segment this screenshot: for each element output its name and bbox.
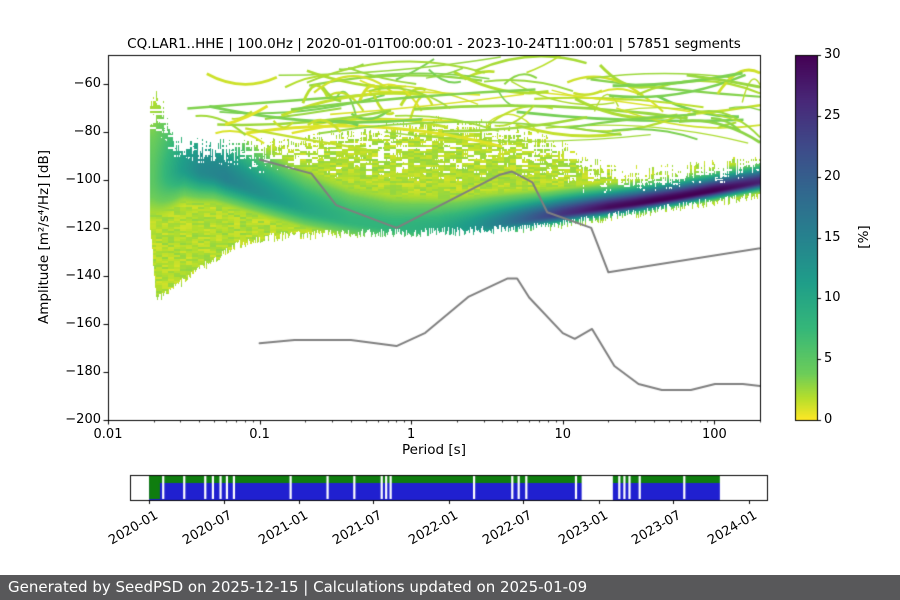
x-tick-label: 10 [554, 427, 572, 442]
colorbar-tick-label: 0 [824, 412, 833, 427]
x-tick-label: 0.01 [93, 427, 123, 442]
x-tick-label: 1 [407, 427, 416, 442]
x-axis-label: Period [s] [402, 442, 466, 458]
y-tick-label: −120 [65, 219, 101, 235]
colorbar-tick-label: 20 [824, 168, 841, 184]
colorbar-tick-label: 15 [824, 229, 841, 245]
footer-text: Generated by SeedPSD on 2025-12-15 | Cal… [8, 578, 588, 596]
x-tick-label: 0.1 [249, 427, 270, 442]
y-tick-label: −200 [65, 412, 101, 427]
y-tick-label: −80 [73, 123, 101, 139]
y-tick-label: −100 [65, 171, 101, 187]
ppsd-chart-canvas [0, 0, 900, 575]
y-axis-label: Amplitude [m²/s⁴/Hz] [dB] [36, 149, 52, 325]
y-tick-label: −140 [65, 267, 101, 283]
colorbar-tick-label: 5 [824, 351, 833, 367]
colorbar-tick-label: 25 [824, 107, 841, 123]
colorbar-label: [%] [856, 225, 872, 249]
colorbar-tick-label: 10 [824, 290, 841, 306]
x-tick-label: 100 [701, 427, 727, 442]
y-tick-label: −180 [65, 363, 101, 379]
footer-bar: Generated by SeedPSD on 2025-12-15 | Cal… [0, 575, 900, 600]
y-tick-label: −60 [73, 75, 101, 91]
y-tick-label: −160 [65, 315, 101, 331]
chart-title: CQ.LAR1..HHE | 100.0Hz | 2020-01-01T00:0… [127, 36, 741, 52]
colorbar-tick-label: 30 [824, 47, 841, 62]
